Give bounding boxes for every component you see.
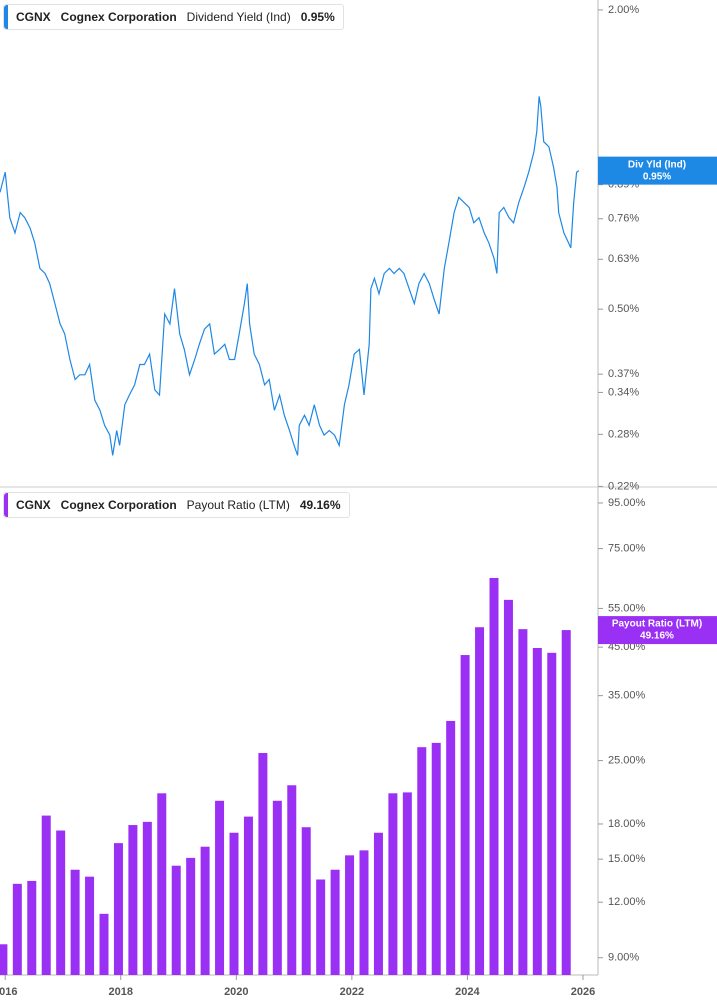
- legend-series: Payout Ratio (LTM): [186, 498, 290, 512]
- line: [0, 96, 580, 456]
- company: Cognex Corporation: [60, 10, 177, 24]
- legend-series: Dividend Yield (Ind): [186, 10, 291, 24]
- bar: [475, 627, 485, 975]
- x-tick-label: 2022: [340, 986, 364, 998]
- bar: [431, 742, 441, 975]
- y-tick-label: 9.00%: [608, 952, 639, 964]
- bar: [171, 865, 181, 975]
- y-tick-label: 0.63%: [608, 253, 639, 265]
- bar: [561, 630, 571, 975]
- bar: [330, 869, 340, 975]
- bar: [12, 883, 22, 975]
- bar: [113, 843, 123, 975]
- legend-value: 0.95%: [300, 10, 335, 24]
- company: Cognex Corporation: [60, 498, 177, 512]
- value-tag-label: Div Yld (Ind): [628, 159, 686, 170]
- bar: [345, 855, 355, 975]
- y-tick-label: 95.00%: [608, 497, 646, 509]
- ticker: CGNX: [16, 498, 51, 512]
- y-tick-label: 0.34%: [608, 386, 639, 398]
- value-tag: [598, 156, 717, 185]
- value-tag-value: 0.95%: [643, 171, 671, 182]
- y-tick-label: 55.00%: [608, 602, 646, 614]
- y-tick-label: 0.50%: [608, 303, 639, 315]
- legend-value: 49.16%: [299, 498, 341, 512]
- bar: [243, 816, 253, 975]
- value-tag: [598, 616, 717, 645]
- y-tick-label: 2.00%: [608, 4, 639, 16]
- value-tag-value: 49.16%: [640, 631, 674, 642]
- legend-swatch: [4, 493, 8, 517]
- bar: [70, 869, 80, 975]
- y-tick-label: 35.00%: [608, 690, 646, 702]
- legend: CGNX Cognex Corporation Dividend Yield (…: [3, 4, 344, 30]
- y-tick-label: 15.00%: [608, 853, 646, 865]
- x-tick-label: 2020: [224, 986, 248, 998]
- legend-swatch: [4, 5, 8, 29]
- bar: [200, 846, 210, 975]
- bar: [85, 876, 95, 975]
- bar: [388, 793, 398, 975]
- bar: [128, 825, 138, 975]
- bar: [417, 747, 427, 975]
- y-tick-label: 0.22%: [608, 480, 639, 492]
- y-tick-label: 18.00%: [608, 818, 646, 830]
- bar: [547, 652, 557, 975]
- bar: [287, 785, 297, 975]
- bar: [27, 880, 37, 975]
- bar: [142, 821, 152, 975]
- bar: [518, 629, 528, 975]
- x-tick-label: 2018: [109, 986, 133, 998]
- bar: [41, 815, 51, 975]
- bar: [489, 577, 499, 975]
- bar: [359, 850, 369, 975]
- y-tick-label: 75.00%: [608, 542, 646, 554]
- y-tick-label: 0.28%: [608, 428, 639, 440]
- bar: [446, 720, 456, 975]
- bar: [229, 832, 239, 975]
- bar: [56, 830, 66, 975]
- x-tick-label: 2016: [0, 986, 17, 998]
- bar: [503, 599, 513, 975]
- ticker: CGNX: [16, 10, 51, 24]
- bar: [215, 800, 225, 975]
- bar: [258, 753, 268, 975]
- bar: [373, 832, 383, 975]
- bar: [460, 655, 470, 975]
- plot-area: [0, 96, 580, 975]
- bar: [99, 913, 109, 975]
- y-tick-label: 0.37%: [608, 368, 639, 380]
- x-tick-label: 2026: [571, 986, 595, 998]
- bar: [186, 857, 196, 975]
- legend: CGNX Cognex Corporation Payout Ratio (LT…: [3, 492, 350, 518]
- bar: [532, 648, 542, 975]
- x-tick-label: 2024: [455, 986, 480, 998]
- bar: [316, 879, 326, 975]
- value-tag-label: Payout Ratio (LTM): [612, 619, 702, 630]
- y-tick-label: 25.00%: [608, 754, 646, 766]
- bar: [0, 944, 8, 975]
- bar: [301, 827, 311, 975]
- y-tick-label: 12.00%: [608, 896, 646, 908]
- bar: [402, 792, 412, 975]
- bar: [157, 793, 167, 975]
- bar: [272, 800, 282, 975]
- y-tick-label: 0.76%: [608, 213, 639, 225]
